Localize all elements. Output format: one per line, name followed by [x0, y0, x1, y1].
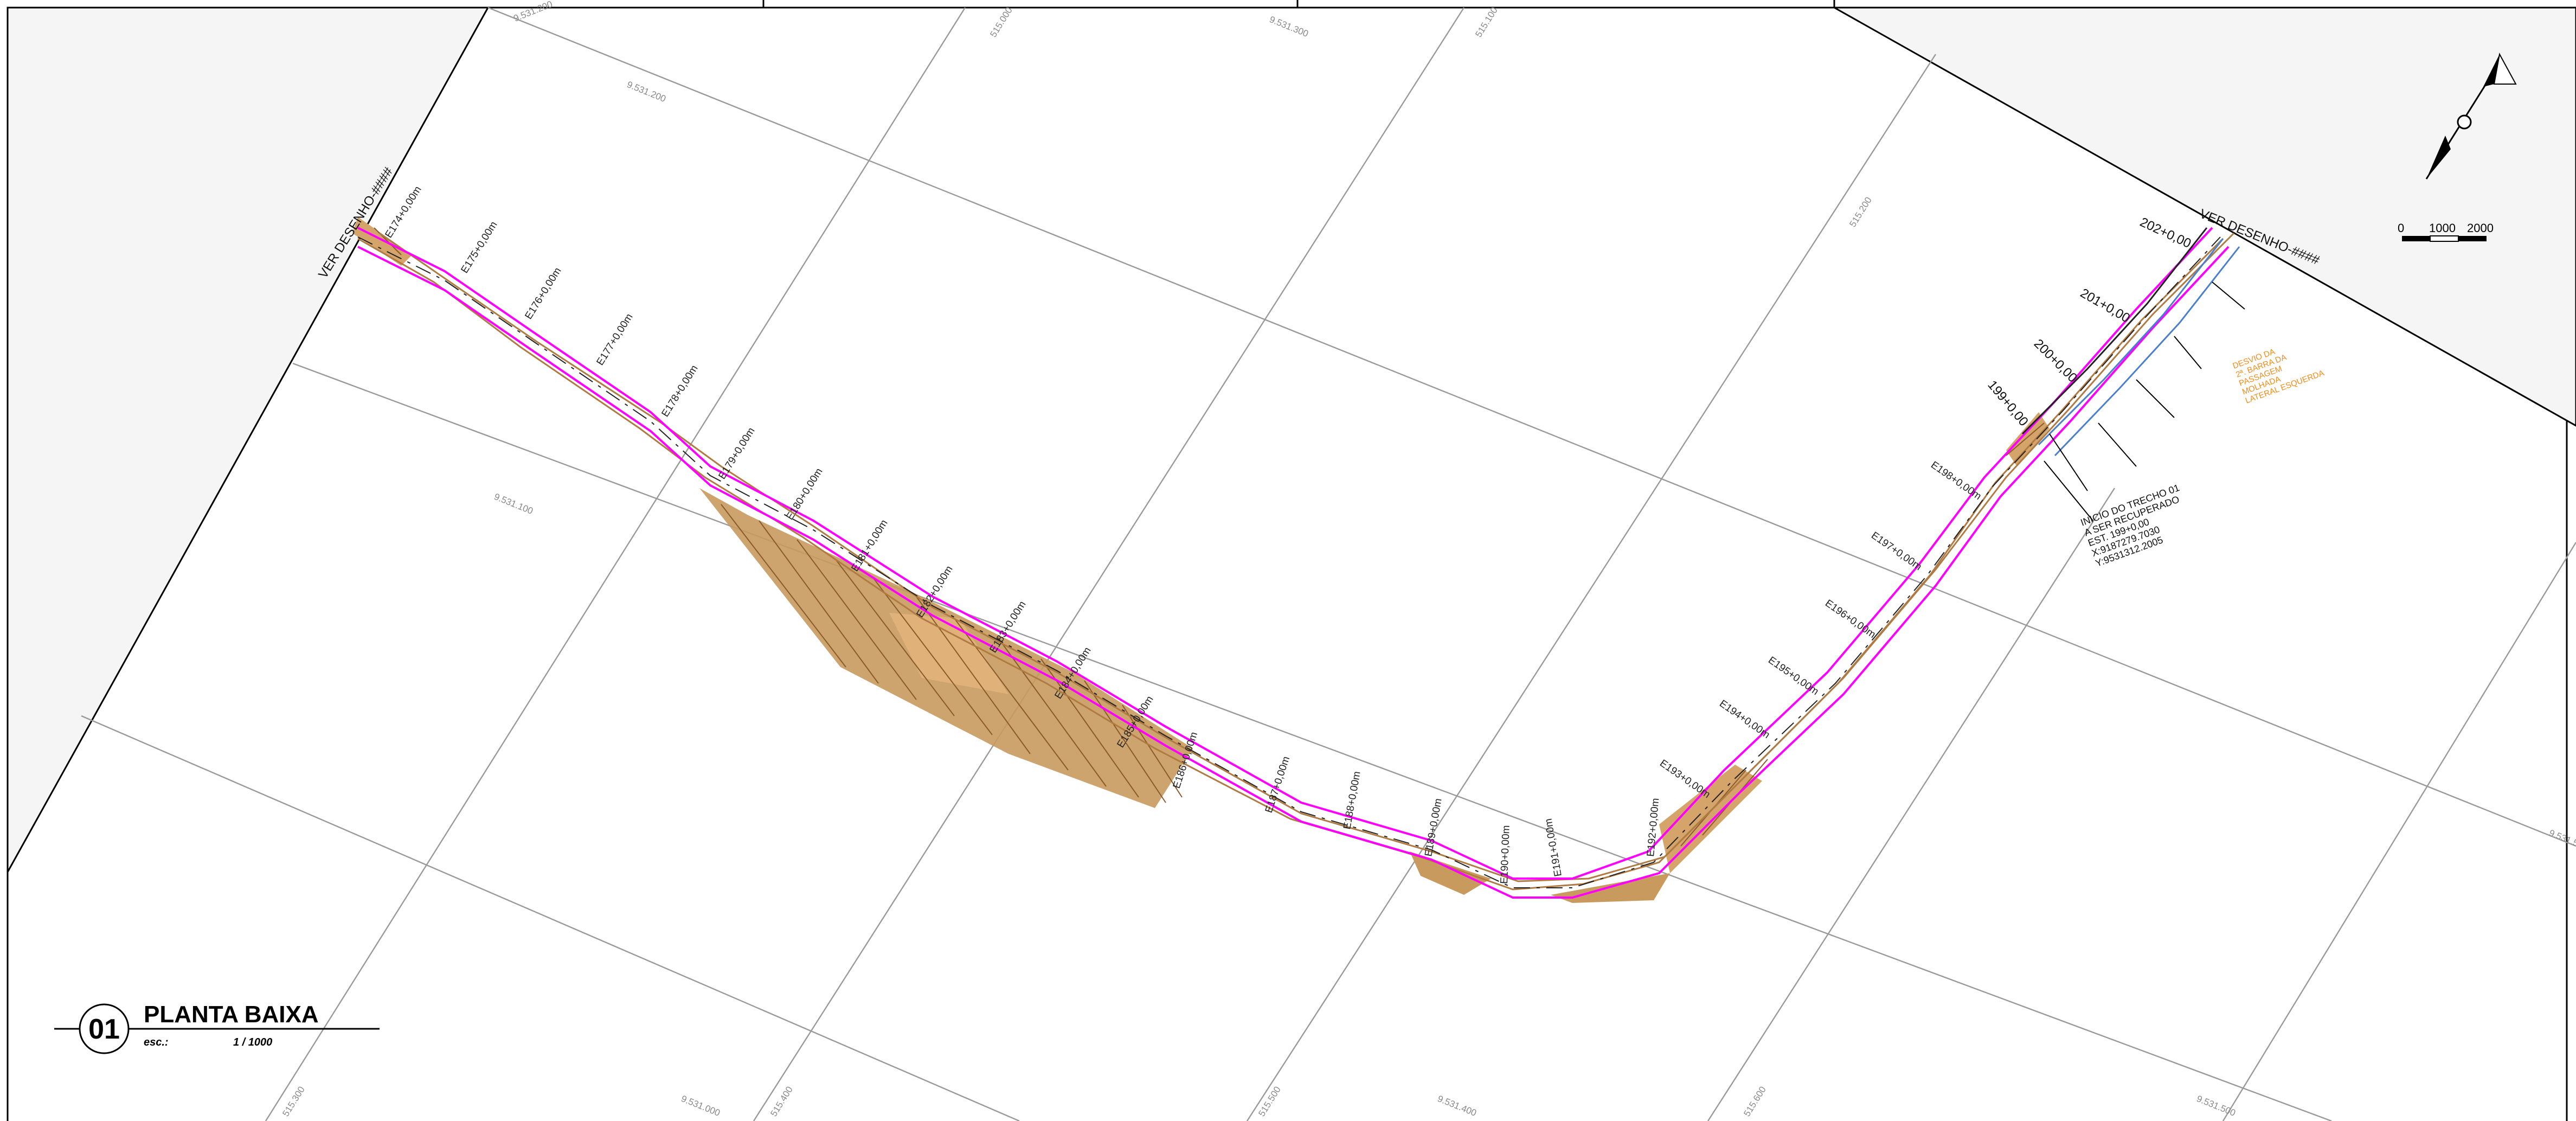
- start-note-leader: [2044, 460, 2093, 521]
- title-scale-label: esc.:: [144, 1036, 169, 1048]
- scale-bar-label: 0: [2398, 221, 2404, 235]
- grid-label: 515.400: [768, 1085, 795, 1118]
- station-label: E177+0,00m: [594, 312, 635, 368]
- slope-fills: [352, 217, 2050, 903]
- orange-note: DESVIO DA 2ª. BARRA DA PASSAGEM MOLHADA …: [2232, 347, 2326, 406]
- grid-label: 515.200: [1847, 195, 1874, 229]
- alignment-centerline: [357, 236, 2221, 888]
- slope-fill: [1410, 851, 1491, 895]
- station-label: E188+0,00m: [1341, 771, 1363, 830]
- grid-label: 515.000: [988, 5, 1014, 39]
- scale-bar: 0 1000 2000: [2398, 221, 2494, 242]
- grid-label: 9.531.500: [2548, 828, 2576, 853]
- slope-fill: [2006, 412, 2050, 466]
- scale-bar-label: 1000: [2429, 221, 2456, 235]
- station-label: 201+0,00: [2078, 286, 2132, 326]
- grid-label: 515.100: [1473, 5, 1500, 39]
- station-label: E197+0,00m: [1869, 530, 1924, 573]
- north-arrow-icon: [2425, 53, 2517, 180]
- station-ticks: [2049, 281, 2245, 491]
- station-label: E190+0,00m: [1499, 825, 1512, 884]
- station-label: E178+0,00m: [659, 363, 700, 419]
- station-label: E189+0,00m: [1423, 798, 1444, 857]
- title-text: PLANTA BAIXA: [144, 1001, 319, 1028]
- station-label: E192+0,00m: [1645, 798, 1661, 857]
- grid-label: 9.531.000: [680, 1093, 722, 1118]
- station-label: E175+0,00m: [459, 220, 499, 276]
- station-label: E180+0,00m: [784, 466, 825, 522]
- grid-label: 9.531.100: [493, 491, 535, 516]
- slope-hatching: [374, 227, 2045, 847]
- out-of-scope-areas: [7, 7, 2576, 875]
- title-number-circle: [79, 1003, 130, 1054]
- grid-label: 515.600: [1742, 1085, 1768, 1118]
- station-label: E196+0,00m: [1823, 598, 1878, 640]
- title-scale-value: 1 / 1000: [233, 1036, 272, 1048]
- station-label: 200+0,00: [2031, 336, 2080, 385]
- road-alignment: [357, 227, 2230, 899]
- slope-fill: [889, 613, 1008, 694]
- alignment-edge-right: [357, 246, 2230, 899]
- alignment-edge-left: [357, 227, 2213, 880]
- station-label: E194+0,00m: [1717, 698, 1772, 741]
- slope-fill: [352, 217, 412, 266]
- grid-label: 9.531.200: [512, 0, 554, 24]
- grid-label: 9.531.300: [1268, 14, 1310, 39]
- grid-label: 515.300: [280, 1085, 307, 1118]
- station-labels-right: 199+0,00 200+0,00 201+0,00 202+0,00: [1984, 215, 2193, 429]
- grid-label: 9.531.200: [626, 79, 667, 104]
- water-channel: [2021, 227, 2240, 457]
- coordinate-grid: [81, 7, 2576, 1121]
- station-label: E198+0,00m: [1929, 459, 1983, 502]
- scale-bar-label: 2000: [2467, 221, 2494, 235]
- station-label: E193+0,00m: [1658, 758, 1712, 800]
- title-number: 01: [88, 1014, 120, 1045]
- station-label: E174+0,00m: [383, 184, 423, 240]
- grid-label: 9.531.500: [2195, 1093, 2237, 1118]
- station-label: 202+0,00: [2137, 215, 2193, 251]
- start-note: INICIO DO TRECHO 01 A SER RECUPERADO EST…: [2079, 482, 2181, 569]
- station-label: E179+0,00m: [716, 426, 757, 482]
- station-label: E191+0,00m: [1543, 817, 1564, 877]
- station-label: E176+0,00m: [523, 266, 563, 322]
- drawing-title-block: 01 PLANTA BAIXA esc.: 1 / 1000: [54, 1001, 380, 1054]
- station-label: 199+0,00: [1984, 378, 2031, 430]
- station-label: E195+0,00m: [1766, 655, 1821, 697]
- grid-label: 9.531.400: [1436, 1093, 1478, 1118]
